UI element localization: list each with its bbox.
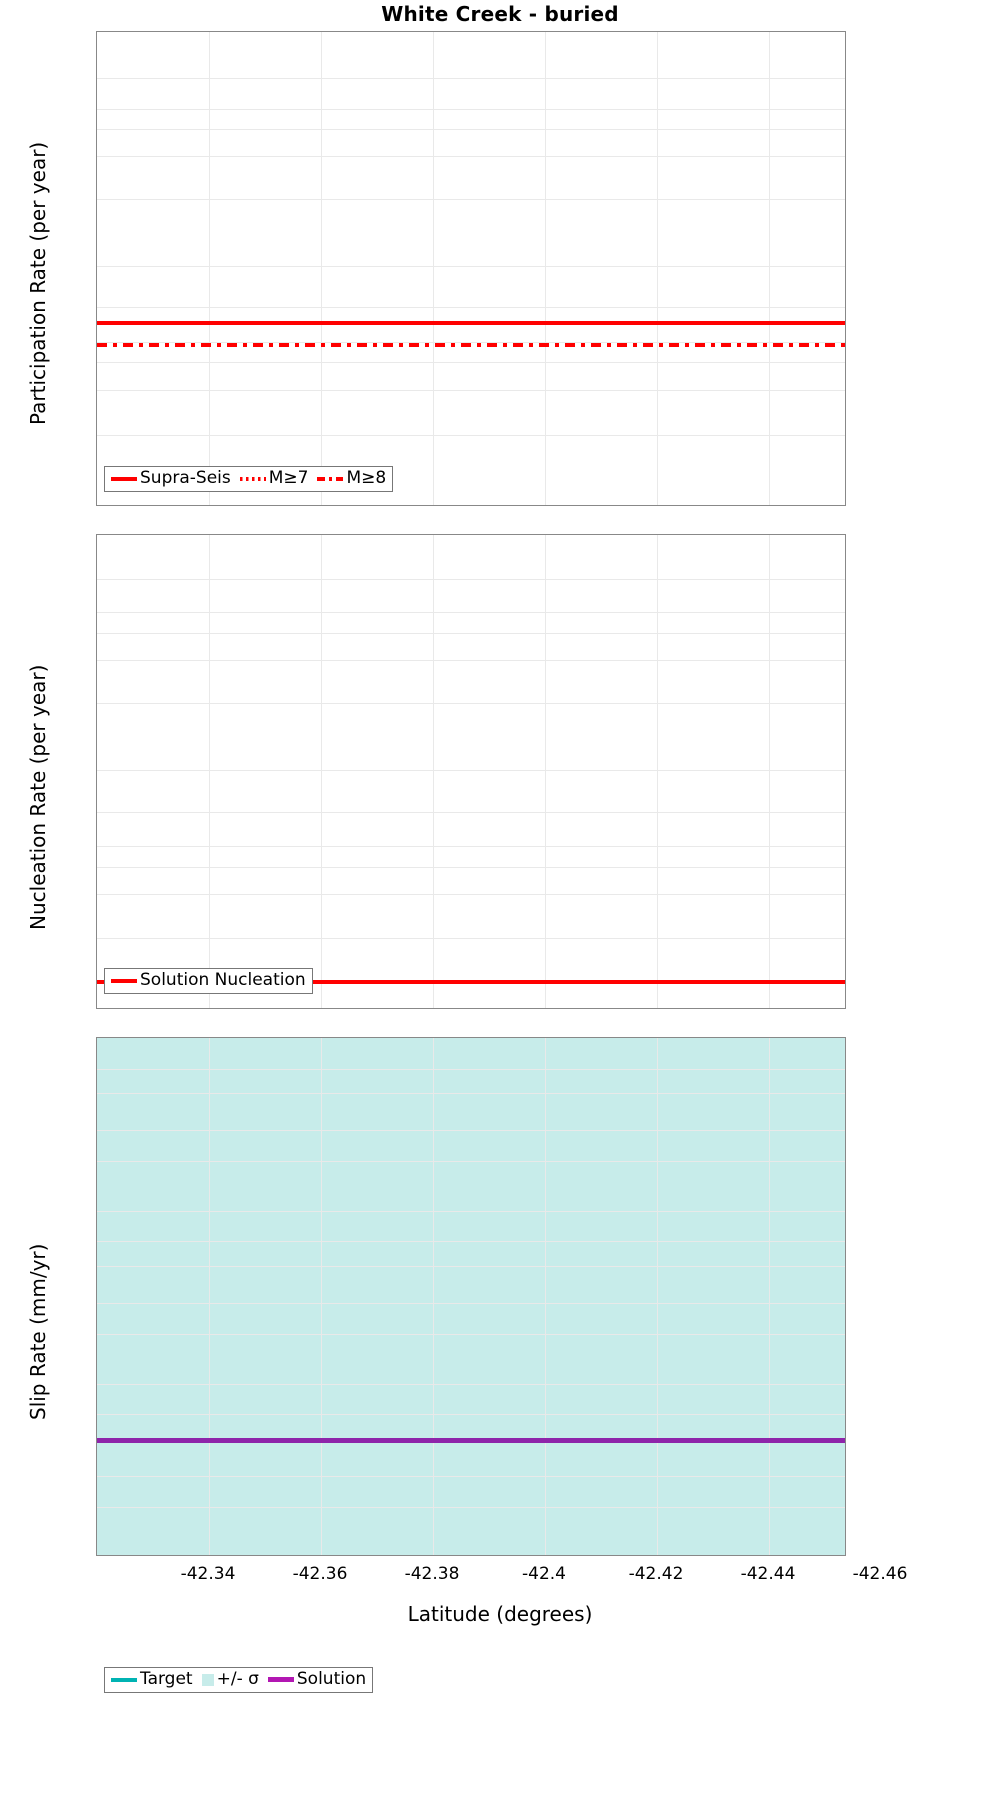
gridline	[209, 1038, 210, 1555]
legend-entry-solution-nucleation[interactable]: Solution Nucleation	[111, 972, 306, 989]
gridline	[97, 1241, 845, 1242]
gridline	[97, 307, 845, 308]
gridline	[433, 535, 434, 1008]
panel1-legend[interactable]: Supra-Seis M≥7 M≥8	[104, 466, 394, 492]
gridline	[97, 129, 845, 130]
gridline	[97, 770, 845, 771]
gridline	[97, 1266, 845, 1267]
legend-entry-m-ge-7[interactable]: M≥7	[239, 468, 309, 488]
panel3-legend[interactable]: Target +/- σ Solution	[104, 1667, 374, 1693]
gridline	[97, 156, 845, 157]
gridline	[433, 1038, 434, 1555]
gridline	[97, 1334, 845, 1335]
gridline	[209, 535, 210, 1008]
gridline	[321, 535, 322, 1008]
panel2-plot-area	[96, 534, 846, 1009]
legend-entry-m-ge-8[interactable]: M≥8	[317, 470, 386, 487]
series-solution-nucleation	[97, 980, 845, 984]
gridline	[97, 1507, 845, 1508]
legend-label: Solution	[296, 1669, 367, 1689]
gridline	[97, 579, 845, 580]
page-title: White Creek - buried	[381, 2, 619, 26]
gridline	[97, 1303, 845, 1304]
gridline	[97, 199, 845, 200]
gridline	[769, 535, 770, 1008]
gridline	[657, 32, 658, 505]
patch-cyan-icon	[201, 1673, 214, 1686]
gridline	[657, 1038, 658, 1555]
gridline	[97, 633, 845, 634]
legend-entry-solution[interactable]: Solution	[267, 1669, 367, 1689]
legend-label: M≥8	[346, 468, 387, 488]
legend-label: Target	[140, 1669, 193, 1689]
legend-label: M≥7	[268, 468, 309, 488]
xtick-1: -42.36	[292, 1564, 348, 1584]
legend-entry-supra-seis[interactable]: Supra-Seis	[111, 470, 231, 487]
gridline	[97, 362, 845, 363]
panel3-y-axis-label: Slip Rate (mm/yr)	[26, 1243, 50, 1420]
gridline	[97, 390, 845, 391]
series-m-ge-8	[97, 343, 845, 347]
gridline	[97, 109, 845, 110]
xtick-3: -42.4	[522, 1564, 566, 1584]
panel3-plot-area	[96, 1037, 846, 1556]
gridline	[97, 1414, 845, 1415]
panel2-y-axis-label: Nucleation Rate (per year)	[26, 664, 50, 930]
legend-entry-sigma[interactable]: +/- σ	[201, 1669, 259, 1689]
series-solution	[97, 1438, 845, 1443]
xtick-6: -42.46	[852, 1564, 908, 1584]
gridline	[97, 1093, 845, 1094]
gridline	[545, 1038, 546, 1555]
gridline	[97, 660, 845, 661]
line-dotted-red-icon	[239, 476, 266, 481]
gridline	[97, 812, 845, 813]
gridline	[97, 1384, 845, 1385]
gridline	[209, 32, 210, 505]
legend-label: Solution Nucleation	[140, 970, 306, 990]
legend-entry-target[interactable]: Target	[111, 1671, 193, 1688]
panel1-plot-area	[96, 31, 846, 506]
gridline	[769, 32, 770, 505]
gridline	[97, 1476, 845, 1477]
gridline	[545, 32, 546, 505]
gridline	[433, 32, 434, 505]
gridline	[97, 612, 845, 613]
gridline	[97, 342, 845, 343]
gridline	[97, 846, 845, 847]
panel2-legend[interactable]: Solution Nucleation	[104, 968, 313, 994]
band-plus-minus-sigma	[97, 1038, 845, 1555]
line-solid-red-icon	[111, 476, 137, 481]
gridline	[321, 1038, 322, 1555]
xtick-4: -42.42	[628, 1564, 684, 1584]
xtick-0: -42.34	[180, 1564, 236, 1584]
gridline	[657, 535, 658, 1008]
series-m-ge-7	[97, 321, 845, 325]
gridline	[545, 535, 546, 1008]
gridline	[97, 266, 845, 267]
line-solid-purple-icon	[267, 1677, 294, 1682]
gridline	[769, 1038, 770, 1555]
gridline	[321, 32, 322, 505]
legend-label: +/- σ	[216, 1669, 259, 1689]
gridline	[97, 1211, 845, 1212]
gridline	[97, 1130, 845, 1131]
xtick-5: -42.44	[740, 1564, 796, 1584]
gridline	[97, 1161, 845, 1162]
gridline	[97, 703, 845, 704]
legend-label: Supra-Seis	[140, 468, 231, 488]
gridline	[97, 938, 845, 939]
line-solid-red-icon	[111, 978, 137, 983]
xtick-2: -42.38	[404, 1564, 460, 1584]
gridline	[97, 894, 845, 895]
gridline	[97, 867, 845, 868]
panel1-y-axis-label: Participation Rate (per year)	[26, 141, 50, 425]
gridline	[97, 1069, 845, 1070]
line-solid-teal-icon	[111, 1677, 137, 1682]
x-axis-label: Latitude (degrees)	[407, 1602, 593, 1626]
gridline	[97, 78, 845, 79]
line-dashdot-red-icon	[317, 476, 344, 481]
gridline	[97, 435, 845, 436]
